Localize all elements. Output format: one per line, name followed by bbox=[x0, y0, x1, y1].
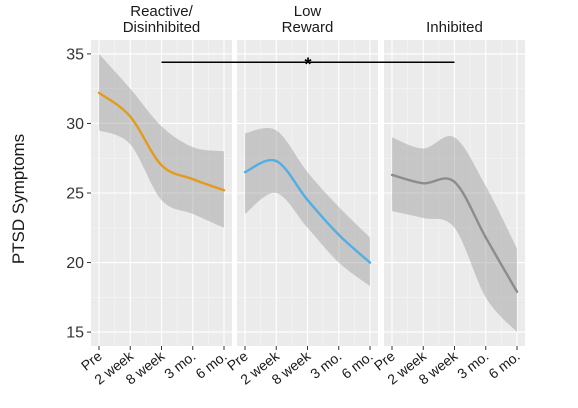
panel-title-line: Disinhibited bbox=[123, 19, 201, 36]
confidence-band bbox=[245, 128, 370, 287]
y-tick-label: 25 bbox=[66, 186, 84, 203]
confidence-band bbox=[392, 136, 517, 333]
y-tick-label: 15 bbox=[66, 325, 84, 342]
x-tick-label: 3 mo. bbox=[307, 348, 344, 382]
x-tick-label: 3 mo. bbox=[161, 348, 198, 382]
y-tick-label: 20 bbox=[66, 255, 84, 272]
x-tick-label: 6 mo. bbox=[338, 348, 375, 382]
y-axis-title: PTSD Symptoms bbox=[9, 134, 28, 264]
series-line bbox=[97, 91, 226, 192]
y-tick-label: 30 bbox=[66, 116, 84, 133]
panel-title-line: Reward bbox=[282, 19, 334, 36]
confidence-band bbox=[99, 53, 224, 228]
y-tick-label: 35 bbox=[66, 46, 84, 63]
y-axis: 15 20 25 30 35 bbox=[66, 46, 91, 342]
panel-title-line: Low bbox=[294, 3, 322, 20]
x-tick-label: 3 mo. bbox=[454, 348, 491, 382]
panel-title-line: Reactive/ bbox=[130, 3, 193, 20]
significance-star: * bbox=[304, 54, 311, 74]
panel-title-line: Inhibited bbox=[426, 19, 483, 36]
series-line bbox=[390, 173, 519, 293]
series-line bbox=[243, 158, 372, 264]
significance-annotation: * bbox=[161, 54, 455, 74]
x-tick-label: 6 mo. bbox=[485, 348, 522, 382]
x-tick-label: 6 mo. bbox=[192, 348, 229, 382]
